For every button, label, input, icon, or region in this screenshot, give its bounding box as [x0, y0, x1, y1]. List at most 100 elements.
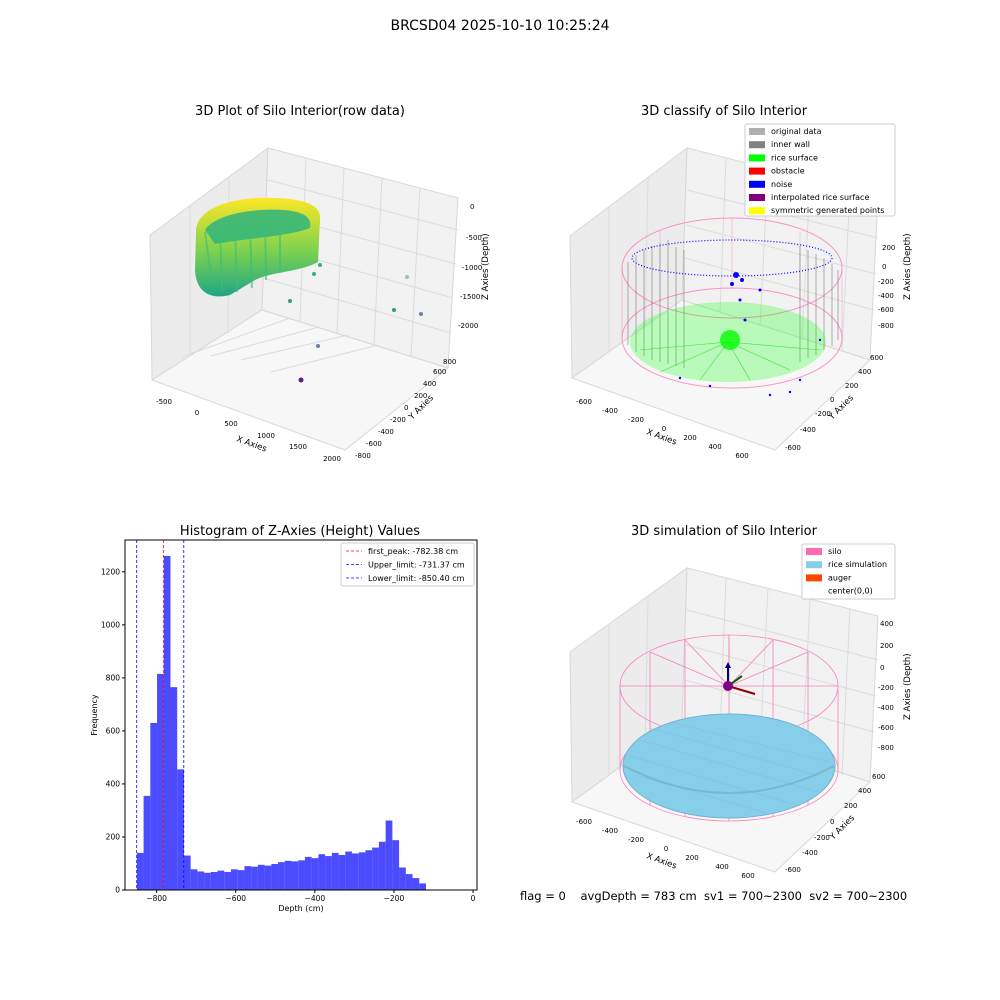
histogram-bar [230, 869, 238, 890]
histogram-xtick-label: −200 [384, 894, 405, 903]
histogram-bar [197, 871, 205, 890]
histogram-bar [352, 853, 359, 890]
sim-ytick: 600 [872, 773, 885, 781]
classify-wall [627, 240, 839, 368]
histogram-bars [136, 555, 426, 890]
legend-label: symmetric generated points [771, 206, 884, 215]
histogram-bar [217, 870, 225, 890]
raw-3d-plot: -500 0 500 1000 1500 2000 -800 -600 -400… [149, 146, 491, 463]
histogram-ytick-label: 800 [106, 673, 121, 682]
legend-label: interpolated rice surface [771, 193, 869, 202]
histogram-x-label: Depth (cm) [278, 904, 323, 913]
sim-ztick: -800 [878, 744, 894, 752]
histogram-bar [331, 852, 339, 890]
classify-ytick: -200 [815, 410, 831, 418]
raw-plot-title: 3D Plot of Silo Interior(row data) [195, 104, 405, 119]
raw-xtick: -500 [156, 398, 172, 406]
raw-outlier-points [288, 263, 423, 383]
histogram-legend-label: Upper_limit: -731.37 cm [368, 561, 465, 570]
histogram-bar [204, 872, 211, 890]
legend-swatch [749, 154, 765, 162]
histogram-bar [177, 769, 184, 890]
sim-ztick: 0 [880, 664, 884, 672]
legend-label: silo [828, 547, 842, 556]
histogram-bar [419, 883, 426, 890]
legend-label: obstacle [771, 167, 805, 176]
classify-3d-plot: original data inner wall rice surface obsta… [569, 123, 913, 460]
classify-xtick: 0 [662, 425, 666, 433]
histogram-bar [183, 855, 191, 890]
simulation-auger [723, 662, 756, 695]
histogram-title: Histogram of Z-Axies (Height) Values [179, 524, 421, 539]
legend-swatch [806, 548, 822, 555]
simulation-legend [801, 543, 896, 600]
histogram-vlines [136, 540, 185, 890]
legend-swatch [749, 167, 765, 175]
classify-ytick: 400 [858, 368, 871, 376]
legend-swatch [749, 194, 765, 201]
sim-xtick: -400 [602, 827, 618, 835]
histogram-bar [345, 851, 353, 890]
histogram-bar [257, 864, 265, 890]
histogram-bar [150, 722, 158, 890]
sim-x-label: X Axies [645, 851, 678, 871]
histogram-ytick-label: 1000 [101, 620, 120, 629]
sim-xtick: 0 [664, 845, 668, 853]
classify-noise [631, 239, 833, 277]
histogram-bar [358, 852, 366, 890]
legend-label: center(0,0) [828, 587, 873, 596]
raw-xtick: 1000 [257, 432, 275, 440]
legend-label: rice surface [771, 153, 818, 162]
histogram-xtick-label: −600 [225, 894, 246, 903]
raw-ytick: 200 [414, 392, 427, 400]
raw-y-ticks: -800 -600 -400 -200 0 200 400 600 800 [355, 358, 456, 460]
histogram-bar [136, 852, 144, 890]
histogram-legend-label: first_peak: -782.38 cm [368, 547, 458, 556]
raw-ytick: 0 [404, 404, 408, 412]
simulation-3d-plot: silo rice simulation auger center(0,0) -600… [569, 543, 913, 880]
raw-z-ticks: 0 -500 -1000 -1500 -2000 [458, 203, 482, 330]
legend-swatch [749, 141, 765, 149]
sim-ytick: 200 [844, 802, 857, 810]
raw-ztick: 0 [470, 203, 474, 211]
histogram-bar [237, 870, 245, 890]
histogram-bar [338, 855, 346, 890]
sim-ztick: 200 [880, 642, 893, 650]
sim-ytick: 400 [858, 787, 871, 795]
sim-xtick: 600 [741, 872, 754, 880]
legend-swatch [749, 180, 765, 188]
histogram-bar [143, 795, 151, 890]
sim-ytick: -400 [802, 849, 818, 857]
legend-swatch [806, 587, 822, 595]
histogram-bar [365, 850, 373, 890]
histogram-bar [405, 874, 413, 890]
classify-ztick: 200 [882, 244, 895, 252]
classify-ytick: 200 [845, 382, 858, 390]
histogram-bar [244, 866, 252, 890]
histogram-bar [251, 866, 258, 890]
raw-ytick: 600 [433, 368, 446, 376]
classify-z-label: Z Axies (Depth) [903, 233, 913, 300]
sim-ztick: 400 [880, 620, 893, 628]
histogram-bar [385, 820, 393, 890]
histogram-bar [318, 854, 326, 890]
histogram-bar [291, 861, 299, 890]
classify-ztick: -600 [878, 306, 894, 314]
raw-ztick: -500 [466, 234, 482, 242]
histogram-xtick-label: −400 [305, 894, 326, 903]
classify-xtick: 200 [683, 434, 696, 442]
classify-xtick: 400 [708, 443, 721, 451]
histogram-bar [304, 856, 312, 890]
legend-label: original data [771, 127, 822, 136]
histogram-bar [157, 673, 164, 890]
simulation-plot-title: 3D simulation of Silo Interior [631, 524, 817, 539]
classify-ztick: 0 [882, 263, 886, 271]
raw-ytick: 800 [443, 358, 456, 366]
raw-ytick: 400 [423, 380, 436, 388]
histogram-ytick-label: 0 [115, 886, 120, 895]
raw-xtick: 0 [195, 409, 199, 417]
histogram-ytick-label: 1200 [101, 567, 120, 576]
raw-ytick: -200 [390, 416, 406, 424]
histogram-bar [399, 867, 406, 890]
classify-ytick: -600 [785, 444, 801, 452]
